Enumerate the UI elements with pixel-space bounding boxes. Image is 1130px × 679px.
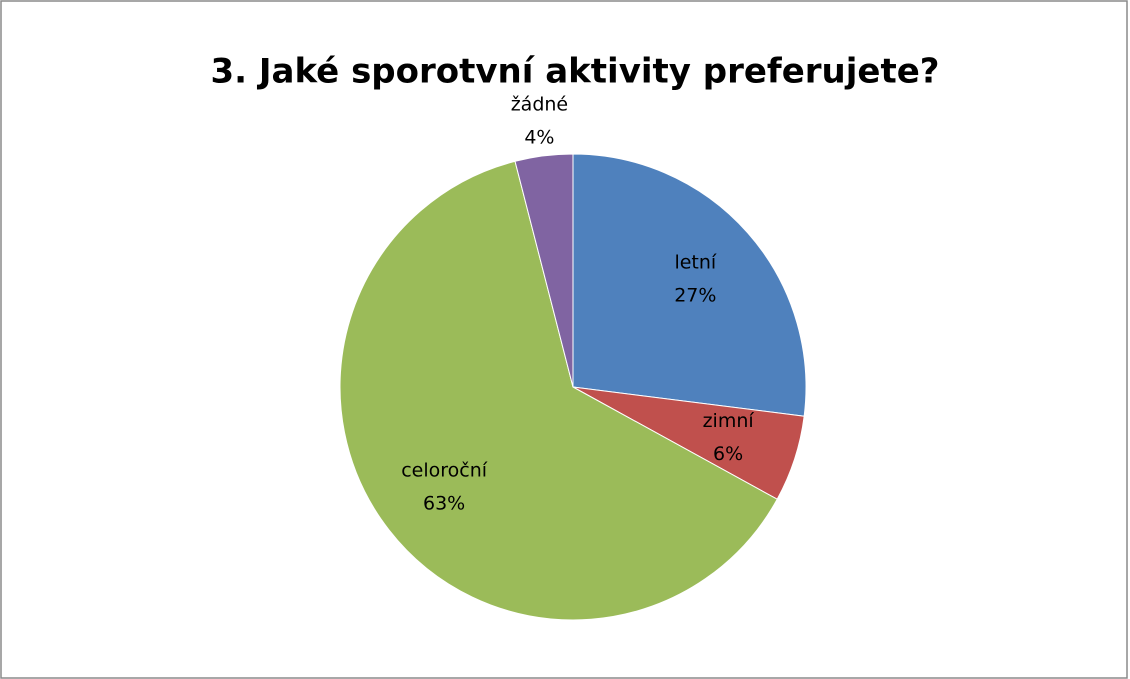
slice-value-label: 27% xyxy=(674,285,716,307)
slice-value-label: 4% xyxy=(524,127,554,149)
slice-label: žádné xyxy=(511,94,568,116)
pie-slice xyxy=(514,153,574,388)
chart-title: 3. Jaké sporotvní aktivity preferujete? xyxy=(210,52,939,92)
slice-label: celoroční xyxy=(401,459,488,481)
pie-slice xyxy=(339,160,778,621)
slice-label: zimní xyxy=(703,410,755,432)
slice-label: letní xyxy=(674,252,716,274)
slice-value-label: 6% xyxy=(713,443,743,465)
slice-value-label: 63% xyxy=(423,492,465,514)
pie-slice xyxy=(572,153,807,417)
